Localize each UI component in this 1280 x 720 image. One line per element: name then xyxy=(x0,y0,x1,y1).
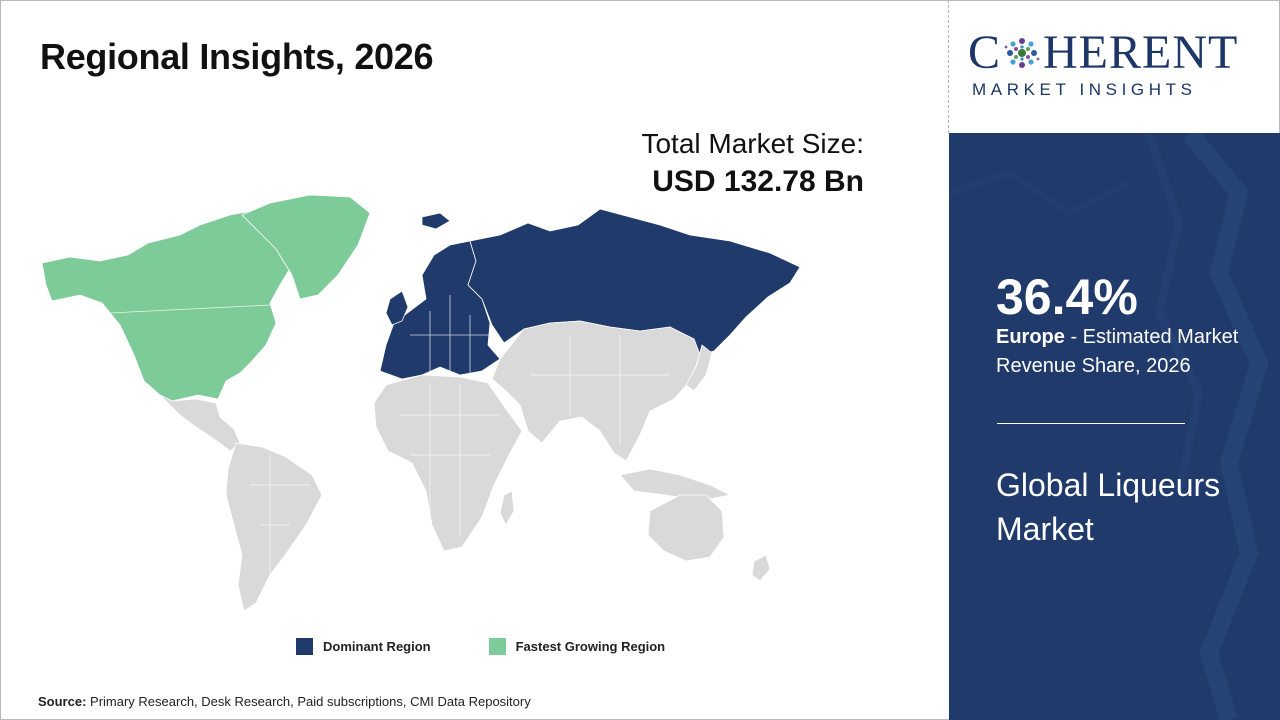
region-southeast-asia xyxy=(619,468,732,502)
legend-item-fastest: Fastest Growing Region xyxy=(488,638,666,655)
map-legend: Dominant Region Fastest Growing Region xyxy=(296,638,723,655)
region-new-zealand xyxy=(751,554,771,582)
legend-label-fastest: Fastest Growing Region xyxy=(515,639,666,654)
region-africa xyxy=(373,374,523,552)
logo-word-right: HERENT xyxy=(1043,26,1239,79)
region-australia xyxy=(647,494,725,562)
logo-tagline: MARKET INSIGHTS xyxy=(972,80,1197,99)
header-divider xyxy=(948,0,949,133)
globe-icon xyxy=(1004,38,1040,68)
legend-label-dominant: Dominant Region xyxy=(323,639,431,654)
panel-divider xyxy=(997,423,1185,424)
legend-swatch-fastest xyxy=(488,638,506,655)
region-north-america xyxy=(41,204,321,402)
page-title: Regional Insights, 2026 xyxy=(40,36,434,77)
source-text: Primary Research, Desk Research, Paid su… xyxy=(86,694,531,709)
region-central-america xyxy=(159,394,241,452)
share-description: Europe - Estimated Market Revenue Share,… xyxy=(996,323,1266,381)
share-description-text: - Estimated Market Revenue Share, 2026 xyxy=(996,326,1239,377)
region-south-america xyxy=(225,442,323,612)
market-size-label: Total Market Size: xyxy=(641,128,864,159)
source-note: Source: Primary Research, Desk Research,… xyxy=(38,694,531,709)
region-greenland xyxy=(241,195,371,300)
region-japan xyxy=(685,344,713,392)
legend-swatch-dominant xyxy=(296,638,313,655)
legend-item-dominant: Dominant Region xyxy=(296,638,431,655)
share-region: Europe xyxy=(996,326,1065,348)
region-asia xyxy=(491,320,701,462)
source-prefix: Source: xyxy=(38,694,87,709)
region-russia xyxy=(467,208,801,356)
world-map xyxy=(41,195,801,612)
logo-wordmark: C HERENT xyxy=(968,28,1263,78)
market-name: Global Liqueurs Market xyxy=(996,467,1221,547)
region-iceland xyxy=(421,212,451,230)
market-size-block: Total Market Size: USD 132.78 Bn xyxy=(641,126,864,202)
share-percentage: 36.4% xyxy=(996,269,1138,325)
region-uk xyxy=(385,290,409,326)
market-size-value: USD 132.78 Bn xyxy=(652,165,864,198)
insight-panel: 36.4% Europe - Estimated Market Revenue … xyxy=(949,133,1280,720)
company-logo: C HERENT MARKET INSIGHTS xyxy=(968,28,1263,100)
logo-word-left: C xyxy=(968,26,1002,79)
region-madagascar xyxy=(499,490,515,526)
map-borders xyxy=(69,295,670,575)
panel-texture xyxy=(949,133,1269,720)
